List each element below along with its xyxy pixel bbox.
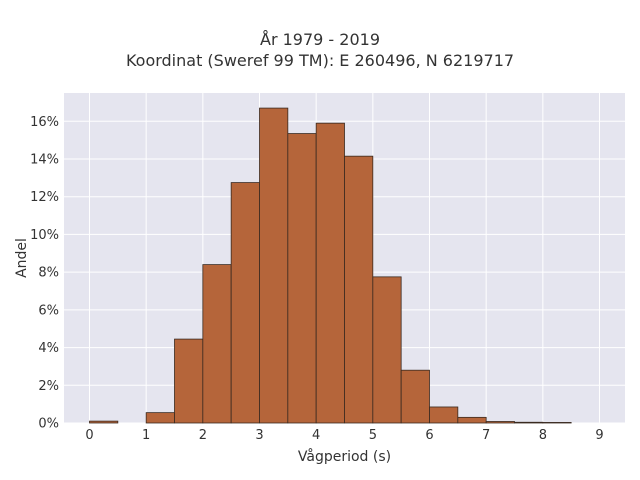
- histogram-bar: [230, 182, 260, 424]
- y-tick-label: 16%: [30, 115, 59, 130]
- histogram-bar: [344, 155, 374, 424]
- histogram-bar: [542, 422, 572, 424]
- x-tick-label: 7: [482, 428, 490, 443]
- x-tick-label: 0: [85, 428, 93, 443]
- bars: [89, 107, 572, 424]
- x-tick-label: 9: [595, 428, 603, 443]
- x-tick-label: 5: [369, 428, 377, 443]
- histogram-bar: [287, 133, 317, 424]
- chart-title-line-1: År 1979 - 2019: [260, 30, 380, 49]
- histogram-bar: [372, 276, 402, 424]
- histogram-bar: [202, 264, 232, 424]
- chart-title-line-2: Koordinat (Sweref 99 TM): E 260496, N 62…: [125, 51, 515, 70]
- x-tick-label: 8: [539, 428, 547, 443]
- histogram-bar: [485, 421, 515, 424]
- x-tick-label: 2: [199, 428, 207, 443]
- histogram-bar: [400, 369, 430, 424]
- histogram-bar: [315, 122, 345, 424]
- y-tick-label: 10%: [30, 228, 59, 243]
- histogram-bar: [145, 412, 175, 424]
- histogram-bar: [429, 406, 459, 424]
- y-axis-title: Andel: [14, 238, 30, 278]
- y-tick-label: 4%: [38, 341, 59, 356]
- x-tick-label: 3: [255, 428, 263, 443]
- histogram-bar: [457, 416, 487, 424]
- x-tick-labels: 0 1 2 3 4 5 6 7 8 9: [85, 428, 603, 443]
- y-tick-label: 14%: [30, 153, 59, 168]
- y-tick-label: 2%: [38, 379, 59, 394]
- y-tick-label: 12%: [30, 190, 59, 205]
- y-tick-label: 6%: [38, 303, 59, 318]
- y-tick-label: 8%: [38, 266, 59, 281]
- histogram-bar: [514, 421, 544, 424]
- x-axis-title: Vågperiod (s): [298, 448, 391, 465]
- y-tick-labels: 0% 2% 4% 6% 8% 10% 12% 14% 16%: [30, 115, 59, 432]
- histogram-bar: [174, 338, 204, 424]
- histogram-bar: [259, 107, 289, 424]
- y-tick-label: 0%: [38, 417, 59, 432]
- histogram-bar: [89, 420, 119, 424]
- x-tick-label: 1: [142, 428, 150, 443]
- x-tick-label: 6: [425, 428, 433, 443]
- x-tick-label: 4: [312, 428, 320, 443]
